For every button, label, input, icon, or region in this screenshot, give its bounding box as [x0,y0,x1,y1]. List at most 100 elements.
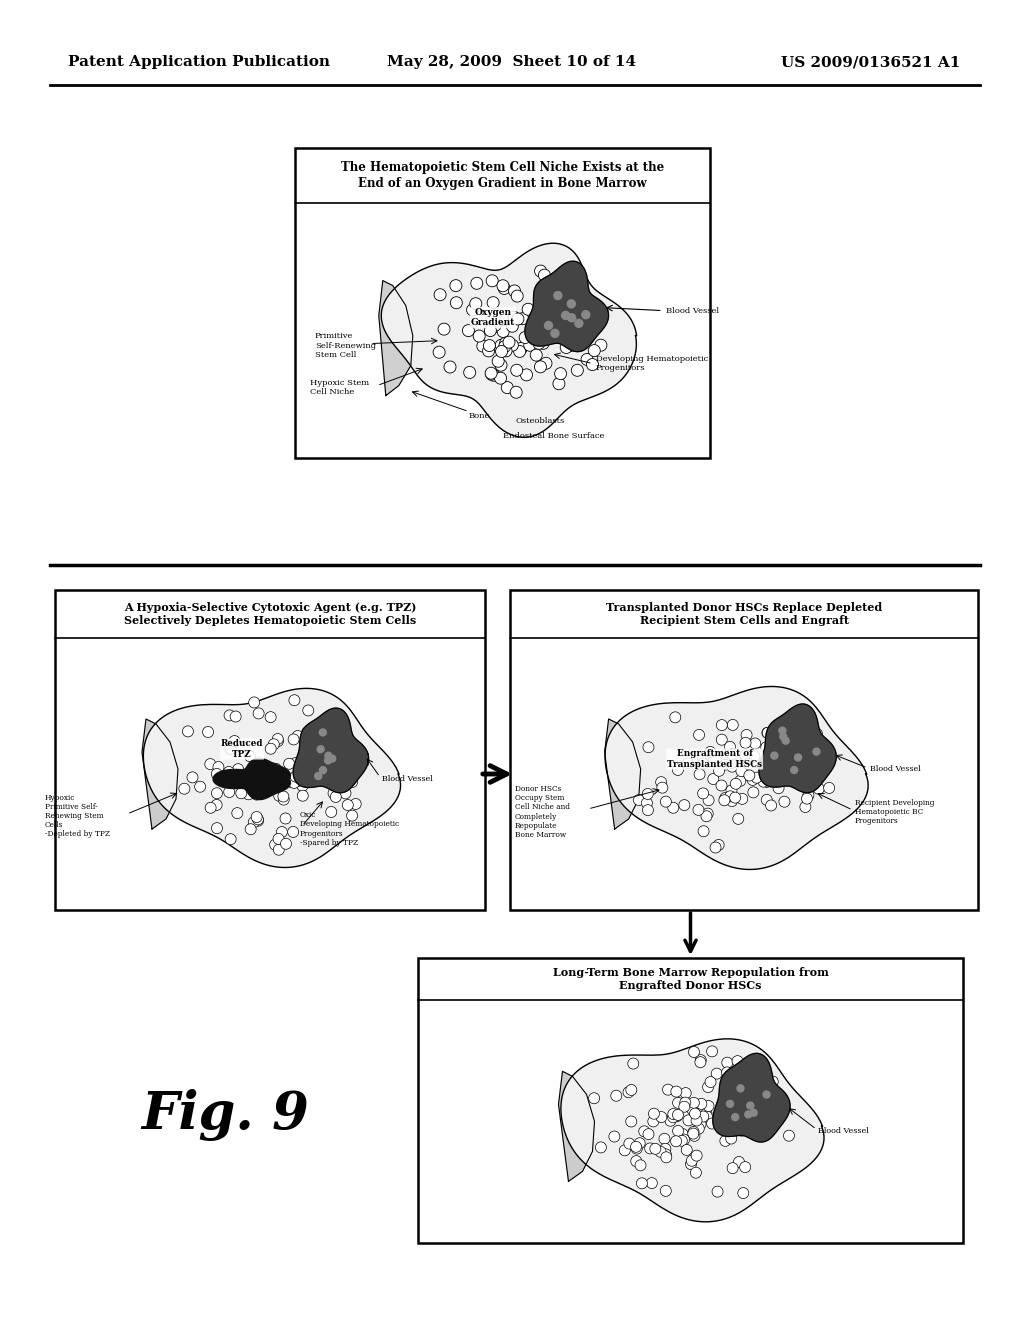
Circle shape [751,1109,757,1117]
Circle shape [720,792,731,804]
Circle shape [746,1102,754,1109]
Circle shape [509,285,520,297]
Circle shape [628,1059,639,1069]
Circle shape [482,345,495,356]
Circle shape [773,751,784,763]
Circle shape [500,337,512,350]
Text: Engraftment of
Transplanted HSCs: Engraftment of Transplanted HSCs [668,750,762,768]
Circle shape [267,763,279,774]
Circle shape [766,800,776,810]
Circle shape [497,280,509,292]
Text: Oxygen
Gradient: Oxygen Gradient [471,308,515,327]
Circle shape [551,330,559,338]
Circle shape [531,327,543,339]
Circle shape [473,330,485,342]
Circle shape [610,1090,622,1101]
Circle shape [727,762,737,772]
Circle shape [788,743,800,754]
Circle shape [701,1107,712,1119]
Circle shape [331,792,341,803]
Circle shape [736,766,746,776]
Circle shape [496,339,507,351]
Circle shape [726,785,737,796]
Text: Transplanted Donor HSCs Replace Depleted
Recipient Stem Cells and Engraft: Transplanted Donor HSCs Replace Depleted… [606,602,882,626]
Circle shape [645,1143,655,1154]
Circle shape [508,312,520,323]
Circle shape [520,368,532,381]
Circle shape [291,776,302,787]
Circle shape [697,754,709,764]
Circle shape [565,339,577,351]
Circle shape [555,368,566,380]
Circle shape [554,292,562,300]
Circle shape [498,326,509,338]
Text: Oxic
Developing Hematopoietic
Progenitors
-Spared by TPZ: Oxic Developing Hematopoietic Progenitor… [300,812,399,847]
Circle shape [325,752,332,759]
Circle shape [487,370,500,381]
Circle shape [720,759,730,770]
Circle shape [500,345,512,356]
Circle shape [656,783,668,793]
Circle shape [531,325,544,337]
Circle shape [641,797,652,809]
Circle shape [532,338,545,350]
Circle shape [288,826,299,837]
Circle shape [269,779,281,789]
Text: Blood Vessel: Blood Vessel [382,775,433,783]
Circle shape [329,742,340,754]
Circle shape [195,781,206,792]
Circle shape [325,756,332,764]
Circle shape [689,1100,700,1110]
Circle shape [260,772,271,784]
Circle shape [273,791,285,801]
Circle shape [680,1097,691,1107]
Text: The Hematopoietic Stem Cell Niche Exists at the
End of an Oxygen Gradient in Bon: The Hematopoietic Stem Cell Niche Exists… [341,161,665,190]
Circle shape [489,319,501,331]
Circle shape [688,1126,699,1138]
Circle shape [728,1114,739,1125]
Circle shape [289,694,300,706]
Circle shape [668,1111,679,1123]
Circle shape [322,741,332,751]
Circle shape [272,735,284,747]
Circle shape [659,1134,670,1144]
Circle shape [487,297,499,309]
Circle shape [795,754,802,760]
Circle shape [693,804,703,816]
Circle shape [496,346,508,358]
Bar [510,590,978,909]
Circle shape [676,1135,687,1146]
Circle shape [737,1188,749,1199]
Circle shape [486,275,499,286]
Circle shape [346,810,357,821]
Circle shape [507,339,518,351]
Circle shape [671,1135,682,1147]
Circle shape [695,1055,707,1065]
Circle shape [767,1076,778,1088]
Circle shape [802,793,812,804]
Circle shape [515,342,527,354]
Circle shape [273,833,284,845]
Circle shape [211,800,222,810]
Circle shape [229,735,240,747]
Circle shape [631,1142,642,1152]
Circle shape [484,325,497,337]
Circle shape [626,1115,637,1127]
Circle shape [609,1131,620,1142]
Circle shape [555,331,567,343]
Circle shape [740,738,751,748]
Circle shape [800,801,811,813]
Circle shape [701,1111,713,1122]
Circle shape [303,705,313,715]
Text: Hypoxic
Primitive Self-
Renewing Stem
Cells
-Depleted by TPZ: Hypoxic Primitive Self- Renewing Stem Ce… [45,793,110,838]
Circle shape [540,358,552,370]
Circle shape [438,323,451,335]
Circle shape [270,763,282,775]
Circle shape [672,1110,682,1122]
Circle shape [716,780,727,791]
Polygon shape [759,704,837,793]
Circle shape [280,813,291,824]
Text: Blood Vessel: Blood Vessel [869,766,921,774]
Circle shape [714,766,725,776]
Circle shape [679,800,690,810]
